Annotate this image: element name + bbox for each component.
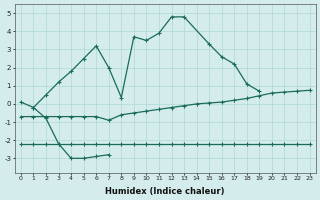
X-axis label: Humidex (Indice chaleur): Humidex (Indice chaleur) (106, 187, 225, 196)
